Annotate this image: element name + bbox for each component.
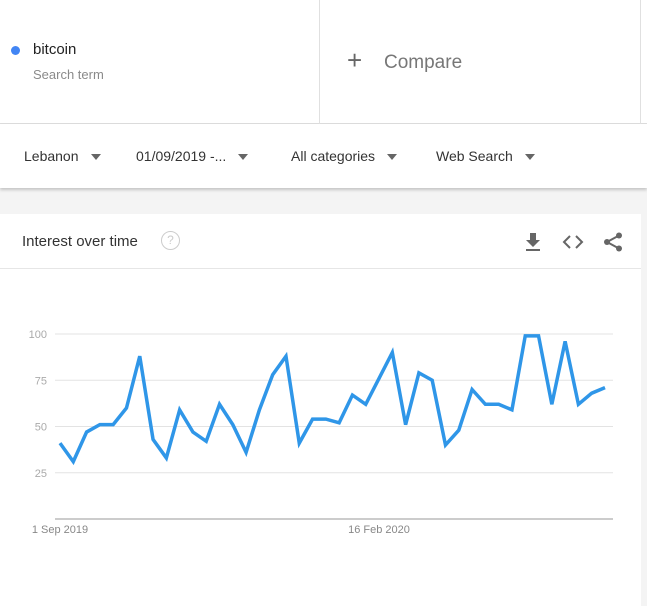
- compare-button[interactable]: + Compare: [321, 0, 641, 124]
- card-header: Interest over time ?: [0, 214, 641, 269]
- chevron-down-icon: [238, 154, 249, 161]
- y-tick-label: 25: [35, 468, 47, 480]
- search-type-label: Web Search: [436, 148, 513, 164]
- y-tick-label: 50: [35, 422, 47, 434]
- embed-code-icon[interactable]: [562, 232, 584, 252]
- x-tick-label: 1 Sep 2019: [32, 524, 88, 536]
- series-color-dot: [11, 46, 20, 55]
- y-tick-label: 100: [29, 329, 47, 341]
- line-chart: 25 50 75 100 1 Sep 2019 16 Feb 2020: [29, 329, 613, 536]
- date-range-dropdown[interactable]: 01/09/2019 -...: [136, 148, 249, 164]
- x-tick-label: 16 Feb 2020: [348, 524, 410, 536]
- share-icon[interactable]: [603, 232, 623, 252]
- region-label: Lebanon: [24, 148, 79, 164]
- chevron-down-icon: [90, 154, 101, 161]
- search-term-name[interactable]: bitcoin: [33, 41, 77, 58]
- search-type-dropdown[interactable]: Web Search: [436, 148, 535, 164]
- compare-label: Compare: [384, 52, 463, 73]
- region-dropdown[interactable]: Lebanon: [24, 148, 101, 164]
- plus-icon: +: [347, 45, 363, 75]
- category-label: All categories: [291, 148, 376, 164]
- category-dropdown[interactable]: All categories: [291, 148, 398, 164]
- chevron-down-icon: [387, 154, 398, 161]
- download-icon[interactable]: [524, 232, 542, 252]
- help-icon[interactable]: ?: [161, 231, 180, 250]
- search-terms-bar: bitcoin Search term + Compare: [0, 0, 647, 124]
- search-term-card[interactable]: bitcoin Search term: [0, 0, 320, 124]
- chevron-down-icon: [524, 154, 535, 161]
- card-title: Interest over time: [22, 233, 138, 250]
- date-range-label: 01/09/2019 -...: [136, 148, 227, 164]
- series-line: [58, 334, 606, 466]
- interest-over-time-card: Interest over time ? 25 50 75 100 1 Sep 2019…: [0, 214, 641, 606]
- filter-bar: Lebanon 01/09/2019 -... All categories W…: [0, 124, 647, 188]
- search-term-subtitle: Search term: [33, 67, 104, 82]
- y-tick-label: 75: [35, 375, 47, 387]
